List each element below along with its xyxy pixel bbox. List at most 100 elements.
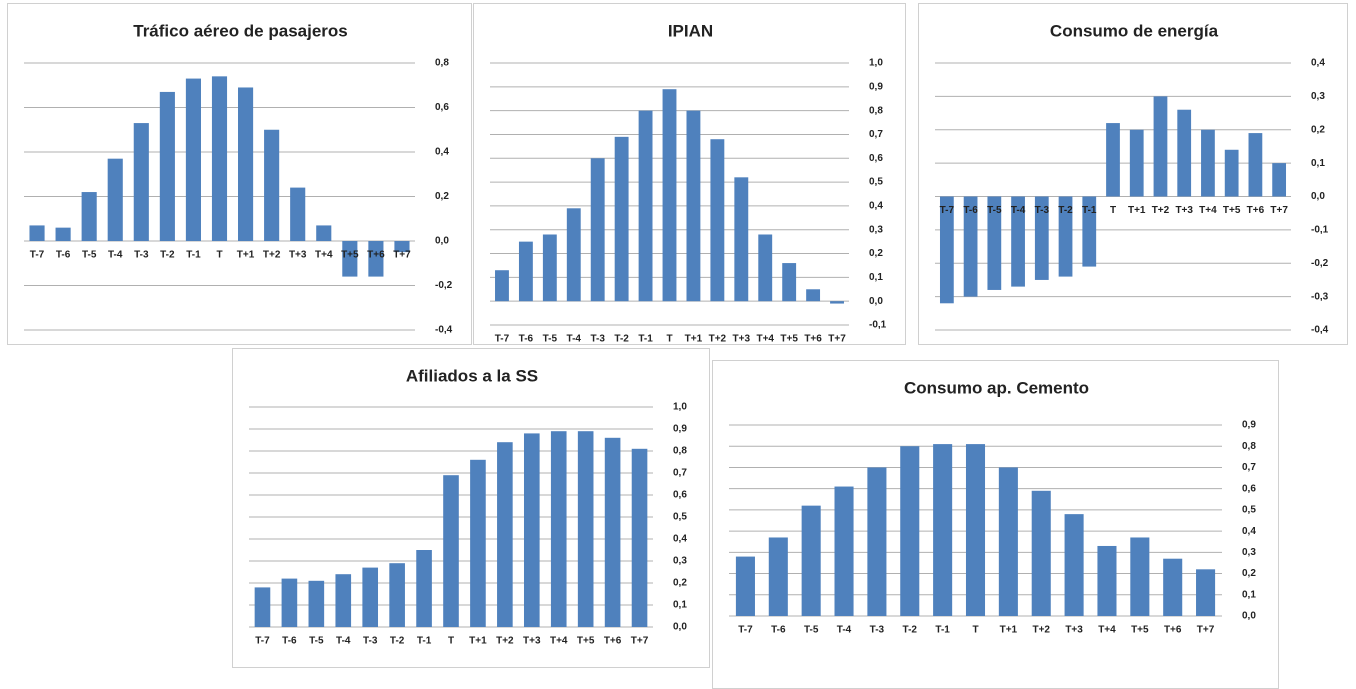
y-tick-label: 0,9 [1242, 420, 1256, 431]
bar [1064, 514, 1084, 616]
y-tick-label: 0,8 [1242, 441, 1256, 452]
x-tick-label: T-1 [935, 625, 950, 636]
bar [631, 448, 648, 627]
x-tick-label: T-2 [614, 334, 629, 345]
chart: IPIAN -0,1 0,0 0,1 0,2 0,3 0,4 0,5 0,6 0,7 0,8 0,9 1… [473, 3, 906, 345]
x-tick-label: T+1 [685, 334, 703, 345]
bar [159, 91, 175, 241]
y-tick-label: 0,6 [673, 490, 687, 501]
y-tick-label: 0,3 [869, 224, 883, 235]
bar [1196, 569, 1216, 616]
chart-title: IPIAN [668, 21, 713, 40]
x-tick-label: T+6 [604, 636, 622, 647]
bar [107, 158, 123, 241]
bar [368, 241, 384, 277]
bar [1097, 545, 1117, 616]
y-tick-label: 0,2 [435, 191, 449, 202]
x-tick-label: T-4 [108, 250, 123, 261]
x-tick-label: T-7 [495, 334, 510, 345]
bar [55, 227, 71, 241]
y-tick-label: 1,0 [869, 58, 883, 69]
bar [316, 225, 332, 241]
x-tick-label: T+7 [828, 334, 846, 345]
y-tick-label: 0,2 [1242, 568, 1256, 579]
bar [133, 123, 149, 241]
x-tick-label: T [216, 250, 222, 261]
chart: Afiliados a la SS 0,0 0,1 0,2 0,3 0,4 0,5 0,6 0,… [232, 348, 710, 668]
bar [416, 550, 432, 627]
x-tick-label: T+5 [1131, 625, 1149, 636]
x-tick-label: T+6 [1164, 625, 1182, 636]
bar [335, 574, 352, 627]
x-tick-label: T-7 [738, 625, 753, 636]
bar [577, 431, 594, 627]
y-tick-label: 0,4 [435, 147, 449, 158]
bar [662, 89, 677, 302]
bar [965, 444, 986, 616]
bar [735, 556, 755, 616]
x-tick-label: T-4 [1011, 205, 1026, 216]
x-tick-label: T-1 [417, 636, 432, 647]
y-tick-label: -0,2 [435, 280, 453, 291]
x-tick-label: T-4 [336, 636, 351, 647]
y-tick-label: 0,2 [673, 578, 687, 589]
x-tick-label: T+2 [1152, 205, 1170, 216]
y-tick-label: -0,2 [1311, 258, 1329, 269]
bar [834, 486, 854, 616]
bar [362, 567, 379, 627]
y-tick-label: -0,3 [1311, 291, 1329, 302]
bar [867, 467, 887, 616]
bar [211, 76, 228, 241]
x-tick-label: T-6 [282, 636, 297, 647]
bar [1248, 133, 1263, 197]
x-tick-label: T-2 [390, 636, 405, 647]
y-tick-label: 0,4 [1242, 526, 1256, 537]
bar [1031, 490, 1051, 616]
x-tick-label: T [972, 625, 978, 636]
bar [29, 225, 45, 241]
y-tick-label: -0,1 [869, 320, 887, 331]
y-tick-label: 0,0 [1311, 191, 1325, 202]
x-tick-label: T+3 [1065, 625, 1083, 636]
bar [768, 537, 788, 616]
bar [1272, 163, 1287, 197]
bar [782, 263, 797, 302]
bar [1129, 129, 1144, 197]
x-tick-label: T-3 [363, 636, 378, 647]
y-tick-label: 0,6 [869, 153, 883, 164]
x-tick-label: T-7 [940, 205, 955, 216]
x-tick-label: T-4 [567, 334, 582, 345]
bar [550, 431, 567, 627]
x-tick-label: T+2 [496, 636, 514, 647]
x-tick-label: T+4 [315, 250, 333, 261]
bar [394, 241, 410, 253]
x-tick-label: T-3 [134, 250, 149, 261]
bar [710, 139, 725, 302]
x-tick-label: T+4 [1098, 625, 1116, 636]
bar [1153, 96, 1168, 197]
x-tick-label: T+2 [263, 250, 281, 261]
x-tick-label: T+4 [756, 334, 774, 345]
bar [1011, 196, 1025, 287]
x-tick-label: T+6 [804, 334, 822, 345]
x-tick-label: T+3 [289, 250, 307, 261]
chart-title: Consumo de energía [1050, 21, 1219, 40]
y-tick-label: 0,9 [673, 424, 687, 435]
y-tick-label: 0,0 [1242, 611, 1256, 622]
x-tick-label: T-6 [771, 625, 786, 636]
chart: Consumo de energía -0,4 -0,3 -0,2 -0,1 0,0 0,1… [918, 3, 1348, 345]
bar [566, 208, 581, 302]
bar [497, 442, 513, 627]
bar [238, 87, 254, 241]
bar [801, 505, 821, 616]
y-tick-label: 0,9 [869, 81, 883, 92]
y-tick-label: 0,6 [435, 102, 449, 113]
x-tick-label: T-5 [309, 636, 324, 647]
x-tick-label: T+3 [523, 636, 541, 647]
x-tick-label: T+2 [1032, 625, 1050, 636]
y-tick-label: 0,1 [673, 600, 687, 611]
bar [542, 234, 557, 302]
x-tick-label: T [1110, 205, 1116, 216]
x-tick-label: T-1 [1082, 205, 1097, 216]
bar [281, 578, 298, 627]
